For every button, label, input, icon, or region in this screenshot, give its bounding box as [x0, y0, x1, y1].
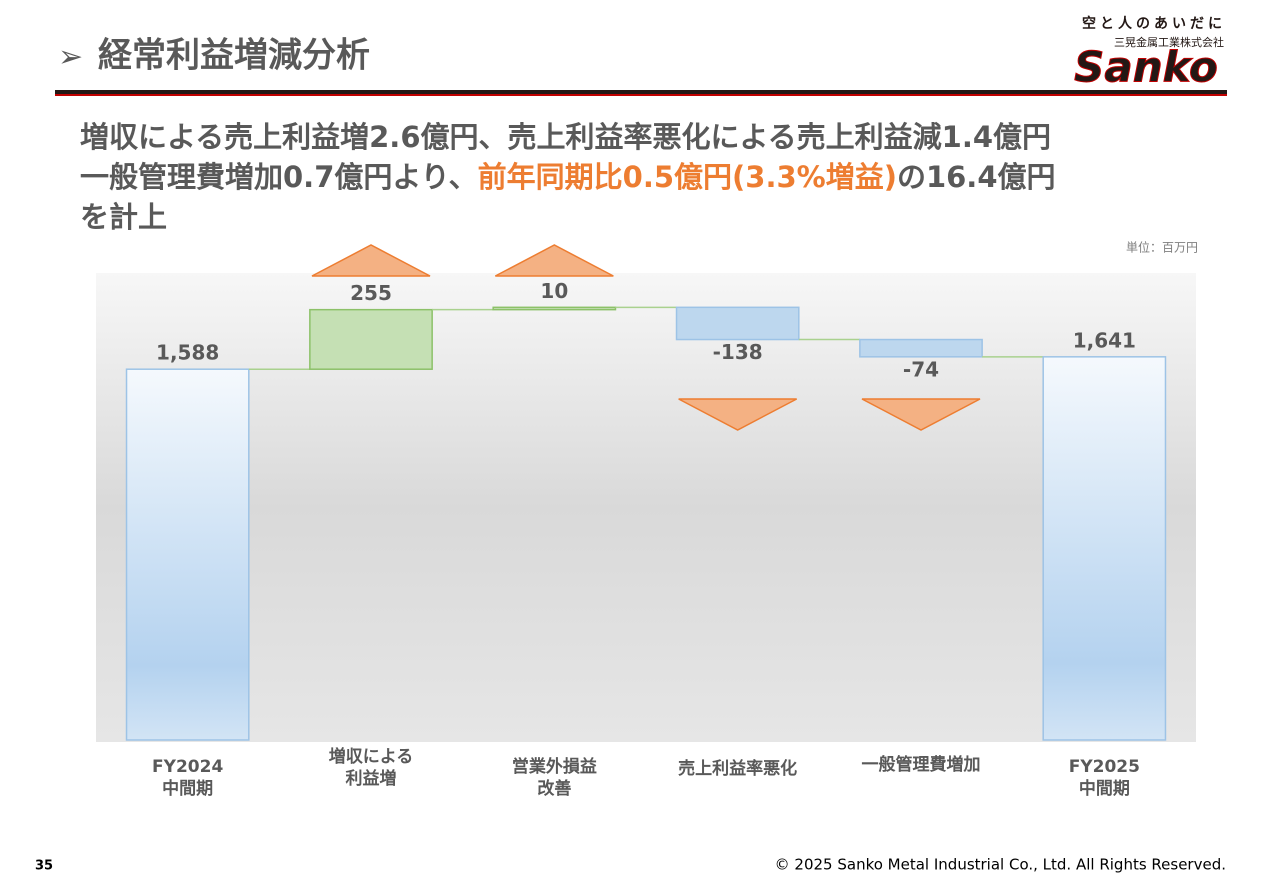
x-tick-label: 増収による 利益増: [328, 747, 414, 789]
down-arrow: [678, 398, 798, 431]
header-rule-red: [55, 94, 1227, 96]
down-arrow: [861, 398, 981, 431]
up-arrow: [494, 244, 614, 277]
tagline: 空と人のあいだに: [1082, 15, 1226, 32]
summary-line: を計上: [80, 200, 168, 234]
up-arrow: [311, 244, 431, 277]
summary-highlight: 前年同期比0.5億円(3.3%増益): [477, 160, 897, 194]
bullet: ➢: [58, 40, 83, 75]
bar: [675, 306, 800, 341]
bar: [125, 368, 250, 741]
summary-line: 増収による売上利益増2.6億円、売上利益率悪化による売上利益減1.4億円: [80, 120, 1052, 154]
x-tick-label: 一般管理費増加: [861, 755, 981, 775]
bar: [309, 308, 433, 370]
value-label: 1,641: [1073, 328, 1136, 352]
summary-text: 一般管理費増加0.7億円より、: [80, 160, 478, 194]
header-rule: [55, 90, 1227, 94]
bar: [492, 306, 617, 311]
x-tick-label: 売上利益率悪化: [678, 759, 798, 779]
copyright: © 2025 Sanko Metal Industrial Co., Ltd. …: [775, 856, 1226, 874]
page-title: 経常利益増減分析: [98, 36, 370, 76]
x-tick-label: FY2025 中間期: [1068, 757, 1140, 799]
page-number: 35: [35, 859, 53, 874]
x-tick-label: 営業外損益 改善: [511, 757, 597, 799]
value-label: -74: [903, 357, 939, 381]
unit-label: 単位：百万円: [1126, 240, 1198, 255]
value-label: 10: [540, 279, 568, 303]
x-tick-label: FY2024 中間期: [152, 757, 224, 799]
summary-line: 一般管理費増加0.7億円より、前年同期比0.5億円(3.3%増益)の16.4億円: [80, 154, 1056, 196]
summary-text: の16.4億円: [896, 160, 1056, 194]
bar: [1042, 356, 1167, 741]
company-name: 三晃金属工業株式会社: [1114, 35, 1224, 49]
value-label: -138: [713, 340, 763, 364]
logo: Sanko: [1074, 43, 1218, 92]
plot-area: [96, 273, 1196, 742]
value-label: 1,588: [156, 341, 219, 365]
bar: [859, 338, 983, 358]
value-label: 255: [350, 281, 392, 305]
